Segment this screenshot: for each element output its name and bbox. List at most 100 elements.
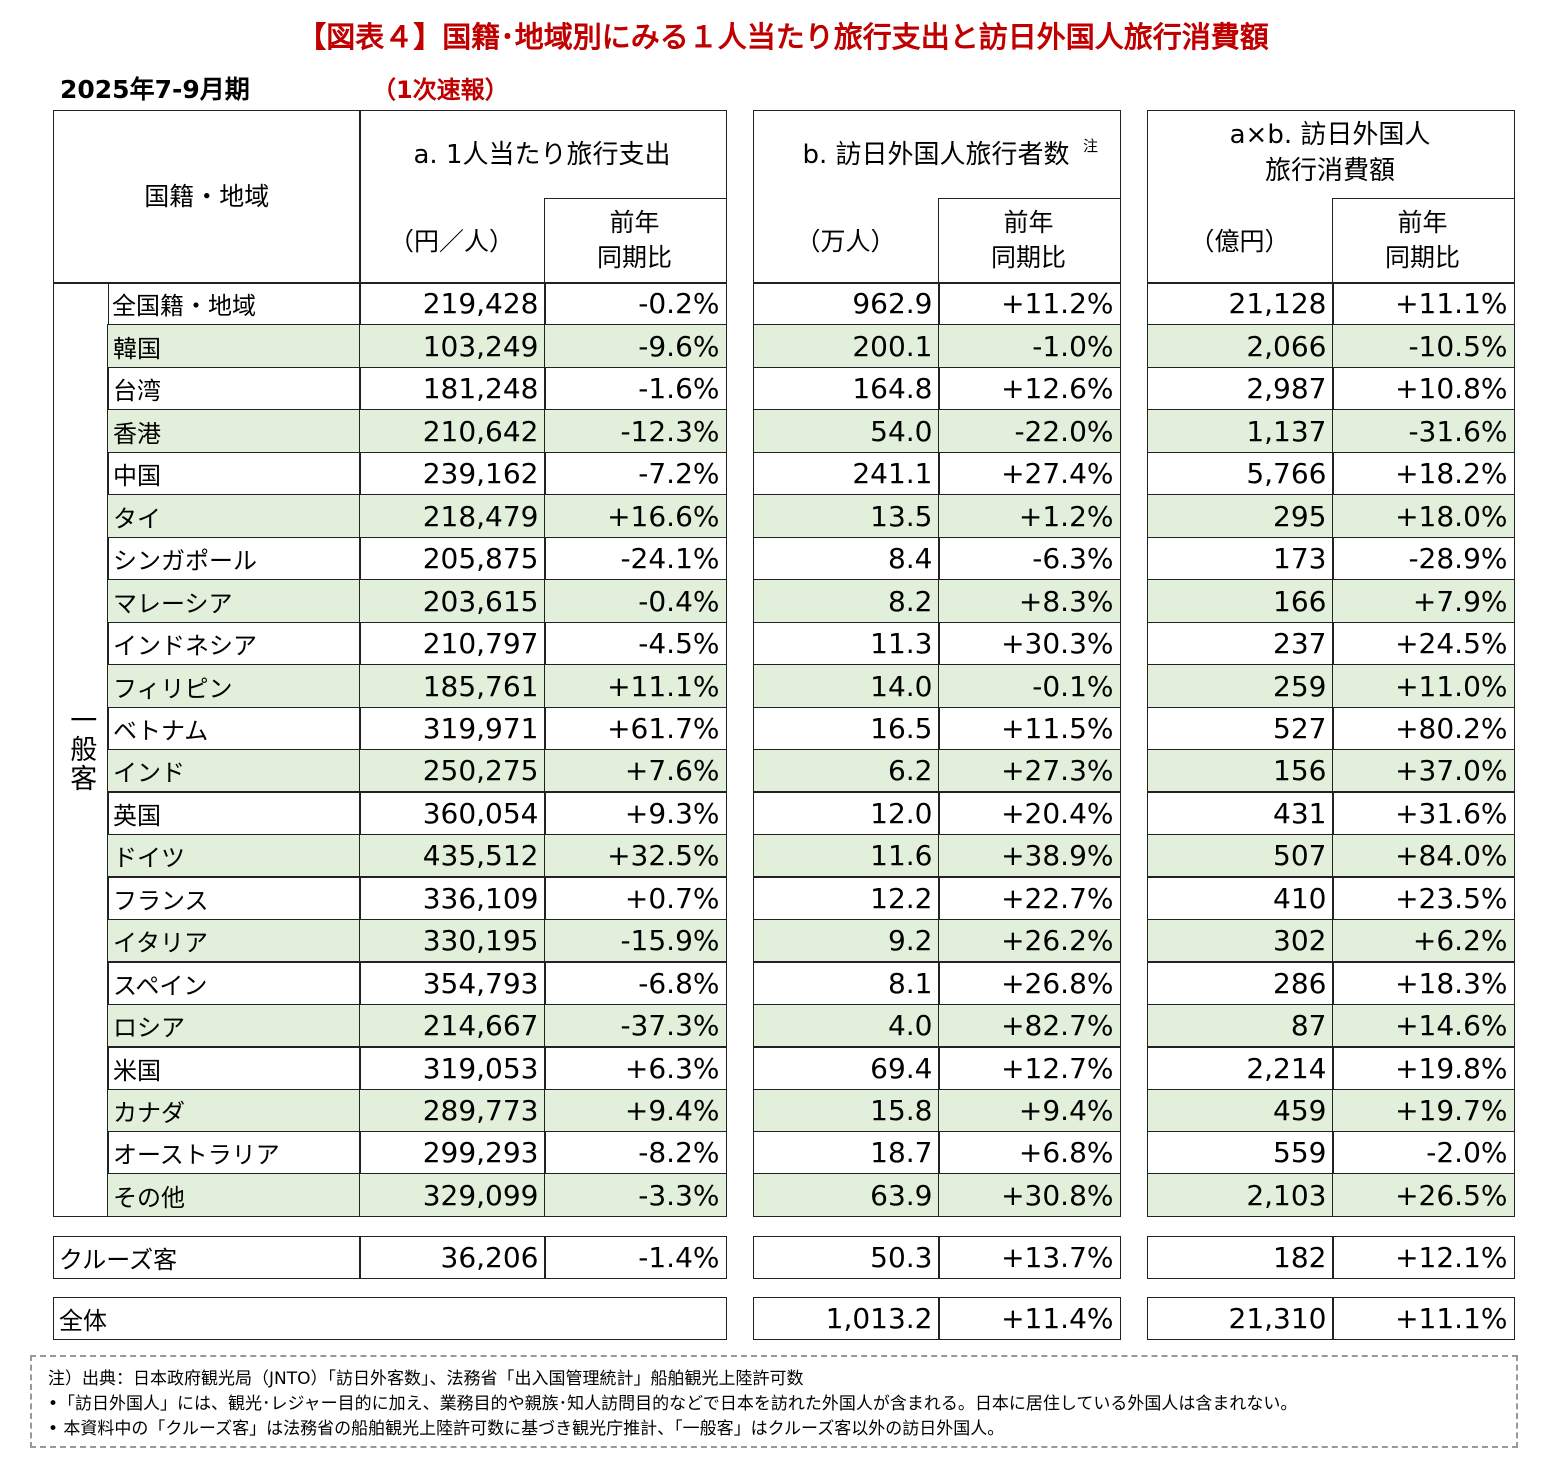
value-cell: -8.2% xyxy=(544,1131,727,1175)
value-cell: 8.4 xyxy=(753,536,940,581)
value-cell: +38.9% xyxy=(938,833,1121,878)
unit-label: （円／人） xyxy=(388,227,514,256)
value-cell: -10.5% xyxy=(1332,324,1515,369)
status: （1次速報） xyxy=(372,76,509,104)
region-name: タイ xyxy=(107,494,361,539)
region-name: カナダ xyxy=(107,1088,361,1133)
region-name: 香港 xyxy=(107,409,361,454)
value-cell: 962.9 xyxy=(753,282,940,326)
cruise-value: 36,206 xyxy=(359,1236,546,1279)
value-cell: -12.3% xyxy=(544,409,727,454)
value-cell: 527 xyxy=(1147,706,1334,751)
value-cell: -7.2% xyxy=(544,451,727,496)
value-cell: +7.6% xyxy=(544,748,727,793)
value-cell: 200.1 xyxy=(753,324,940,369)
value-cell: -2.0% xyxy=(1332,1131,1515,1175)
yoy-label: 同期比 xyxy=(1384,243,1460,272)
value-cell: +27.4% xyxy=(938,451,1121,496)
value-cell: +9.4% xyxy=(544,1088,727,1133)
yoy-label: 前年 xyxy=(1003,208,1054,237)
value-cell: 214,667 xyxy=(359,1003,546,1048)
column-title: b. 訪日外国人旅行者数 xyxy=(802,140,1070,170)
value-cell: 156 xyxy=(1147,748,1334,793)
total-value: 1,013.2 xyxy=(753,1297,940,1340)
yoy-header xyxy=(544,198,727,284)
value-cell: +12.6% xyxy=(938,366,1121,411)
cruise-value: 182 xyxy=(1147,1236,1334,1279)
value-cell: +84.0% xyxy=(1332,833,1515,878)
value-cell: -37.3% xyxy=(544,1003,727,1048)
value-cell: +11.1% xyxy=(544,664,727,708)
value-cell: -1.0% xyxy=(938,324,1121,369)
value-cell: 239,162 xyxy=(359,451,546,496)
total-label: 全体 xyxy=(53,1297,727,1340)
value-cell: +0.7% xyxy=(544,876,727,921)
value-cell: 87 xyxy=(1147,1003,1334,1048)
value-cell: 173 xyxy=(1147,536,1334,581)
value-cell: 54.0 xyxy=(753,409,940,454)
column-title: 旅行消費額 xyxy=(1264,156,1395,186)
value-cell: -0.2% xyxy=(544,282,727,326)
value-cell: +30.3% xyxy=(938,621,1121,666)
notes-box xyxy=(30,1355,1518,1448)
value-cell: 69.4 xyxy=(753,1046,940,1091)
yoy-label: 前年 xyxy=(609,208,660,237)
column-header-box xyxy=(1147,110,1515,284)
value-cell: -31.6% xyxy=(1332,409,1515,454)
value-cell: +10.8% xyxy=(1332,366,1515,411)
cruise-value: +13.7% xyxy=(938,1236,1121,1279)
region-name: マレーシア xyxy=(107,579,361,624)
value-cell: +27.3% xyxy=(938,748,1121,793)
value-cell: 205,875 xyxy=(359,536,546,581)
value-cell: 2,214 xyxy=(1147,1046,1334,1091)
region-name: 中国 xyxy=(107,451,361,496)
value-cell: +19.7% xyxy=(1332,1088,1515,1133)
value-cell: +20.4% xyxy=(938,791,1121,836)
unit-label: （万人） xyxy=(795,227,896,256)
value-cell: +6.2% xyxy=(1332,918,1515,963)
value-cell: 4.0 xyxy=(753,1003,940,1048)
total-value: +11.4% xyxy=(938,1297,1121,1340)
value-cell: 295 xyxy=(1147,494,1334,539)
value-cell: -28.9% xyxy=(1332,536,1515,581)
value-cell: 329,099 xyxy=(359,1173,546,1218)
value-cell: 2,066 xyxy=(1147,324,1334,369)
value-cell: +61.7% xyxy=(544,706,727,751)
value-cell: +82.7% xyxy=(938,1003,1121,1048)
value-cell: 11.3 xyxy=(753,621,940,666)
value-cell: 166 xyxy=(1147,579,1334,624)
value-cell: 203,615 xyxy=(359,579,546,624)
region-name: その他 xyxy=(107,1173,361,1218)
value-cell: -15.9% xyxy=(544,918,727,963)
value-cell: -3.3% xyxy=(544,1173,727,1218)
note-mark: 注 xyxy=(1083,137,1099,155)
region-name: イタリア xyxy=(107,918,361,963)
value-cell: 21,128 xyxy=(1147,282,1334,326)
value-cell: +7.9% xyxy=(1332,579,1515,624)
region-name: オーストラリア xyxy=(107,1131,361,1175)
value-cell: 286 xyxy=(1147,961,1334,1006)
value-cell: 289,773 xyxy=(359,1088,546,1133)
value-cell: 330,195 xyxy=(359,918,546,963)
value-cell: -0.1% xyxy=(938,664,1121,708)
value-cell: 259 xyxy=(1147,664,1334,708)
value-cell: 218,479 xyxy=(359,494,546,539)
value-cell: +18.2% xyxy=(1332,451,1515,496)
value-cell: +37.0% xyxy=(1332,748,1515,793)
value-cell: +9.3% xyxy=(544,791,727,836)
value-cell: +19.8% xyxy=(1332,1046,1515,1091)
value-cell: +14.6% xyxy=(1332,1003,1515,1048)
value-cell: +9.4% xyxy=(938,1088,1121,1133)
value-cell: 354,793 xyxy=(359,961,546,1006)
value-cell: 507 xyxy=(1147,833,1334,878)
value-cell: 302 xyxy=(1147,918,1334,963)
cruise-value: +12.1% xyxy=(1332,1236,1515,1279)
value-cell: 336,109 xyxy=(359,876,546,921)
region-name: ドイツ xyxy=(107,833,361,878)
value-cell: +22.7% xyxy=(938,876,1121,921)
value-cell: 9.2 xyxy=(753,918,940,963)
value-cell: +11.0% xyxy=(1332,664,1515,708)
value-cell: 164.8 xyxy=(753,366,940,411)
value-cell: -9.6% xyxy=(544,324,727,369)
value-cell: 14.0 xyxy=(753,664,940,708)
